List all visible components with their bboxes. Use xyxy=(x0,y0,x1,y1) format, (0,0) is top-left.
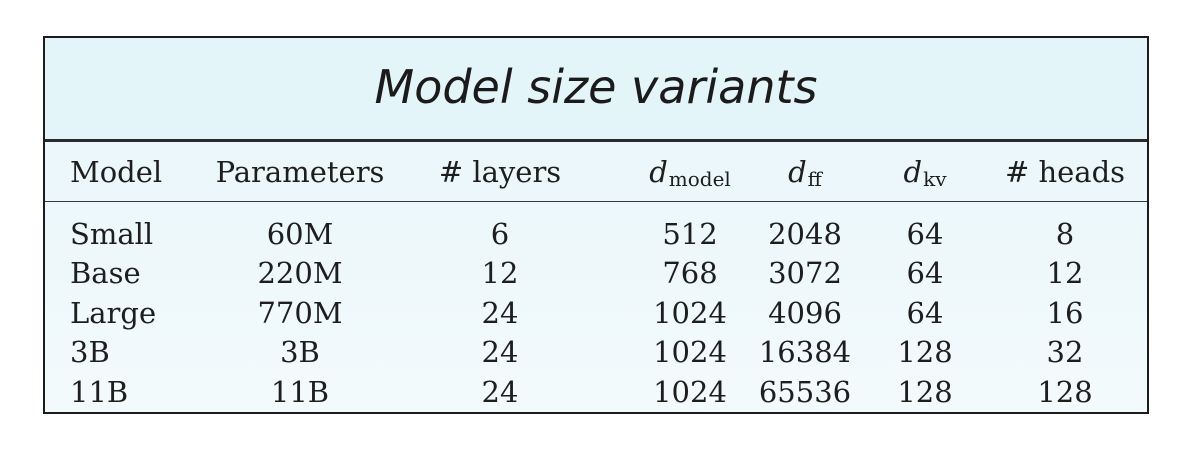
cell-layers: 24 xyxy=(481,295,519,330)
cell-d-ff: 2048 xyxy=(768,216,842,251)
cell-d-kv: 128 xyxy=(897,374,953,409)
cell-heads: 16 xyxy=(1046,295,1084,330)
cell-d-ff: 65536 xyxy=(758,374,852,409)
cell-d-ff: 3072 xyxy=(768,256,842,291)
cell-model: Base xyxy=(70,256,141,291)
cell-d-kv: 64 xyxy=(906,256,944,291)
header-d-model-base: d xyxy=(649,154,668,189)
cell-layers: 12 xyxy=(481,256,519,291)
table-row: Base 220M 12 768 3072 64 12 xyxy=(45,254,1147,294)
table-row: 11B 11B 24 1024 65536 128 128 xyxy=(45,372,1147,412)
cell-d-ff: 4096 xyxy=(768,295,842,330)
header-d-ff-sub: ff xyxy=(807,166,822,191)
cell-parameters: 220M xyxy=(257,256,343,291)
cell-layers: 6 xyxy=(490,216,510,251)
header-model: Model xyxy=(70,154,163,189)
cell-d-kv: 64 xyxy=(906,295,944,330)
cell-parameters: 11B xyxy=(270,374,330,409)
cell-d-kv: 64 xyxy=(906,216,944,251)
header-d-model: d model xyxy=(605,142,775,201)
cell-layers: 24 xyxy=(481,335,519,370)
table-body: Small 60M 6 512 2048 64 8 Base 220M 12 7… xyxy=(45,202,1147,412)
header-d-kv-base: d xyxy=(903,154,923,189)
header-d-kv-sub: kv xyxy=(923,166,947,191)
header-d-model-sub: model xyxy=(668,166,731,191)
table-row: Small 60M 6 512 2048 64 8 xyxy=(45,214,1147,254)
model-size-table: Model Parameters # layers d model d ff d kv… xyxy=(45,142,1147,412)
header-heads: # heads xyxy=(1004,154,1126,189)
cell-d-model: 1024 xyxy=(653,335,727,370)
cell-heads: 8 xyxy=(1055,216,1075,251)
header-d-ff: d ff xyxy=(745,142,865,201)
cell-d-model: 512 xyxy=(662,216,718,251)
header-parameters: Parameters xyxy=(215,154,385,189)
cell-model: Small xyxy=(70,216,154,251)
table-title: Model size variants xyxy=(374,60,818,114)
cell-parameters: 770M xyxy=(257,295,343,330)
header-layers: # layers xyxy=(438,154,562,189)
cell-heads: 128 xyxy=(1037,374,1093,409)
cell-heads: 32 xyxy=(1046,335,1084,370)
model-size-table-panel: Model size variants Model Parameters # l… xyxy=(43,36,1149,414)
cell-parameters: 60M xyxy=(266,216,334,251)
cell-model: 3B xyxy=(70,335,110,370)
table-row: Large 770M 24 1024 4096 64 16 xyxy=(45,293,1147,333)
title-band: Model size variants xyxy=(45,38,1147,142)
cell-d-ff: 16384 xyxy=(758,335,852,370)
cell-parameters: 3B xyxy=(280,335,320,370)
header-d-ff-base: d xyxy=(788,154,807,189)
cell-layers: 24 xyxy=(481,374,519,409)
cell-d-model: 1024 xyxy=(653,295,727,330)
cell-heads: 12 xyxy=(1046,256,1084,291)
cell-d-model: 1024 xyxy=(653,374,727,409)
cell-d-model: 768 xyxy=(662,256,718,291)
table-header-row: Model Parameters # layers d model d ff d kv… xyxy=(45,142,1147,202)
cell-model: Large xyxy=(70,295,157,330)
table-row: 3B 3B 24 1024 16384 128 32 xyxy=(45,333,1147,373)
cell-model: 11B xyxy=(70,374,129,409)
header-d-kv: d kv xyxy=(865,142,985,201)
cell-d-kv: 128 xyxy=(897,335,953,370)
